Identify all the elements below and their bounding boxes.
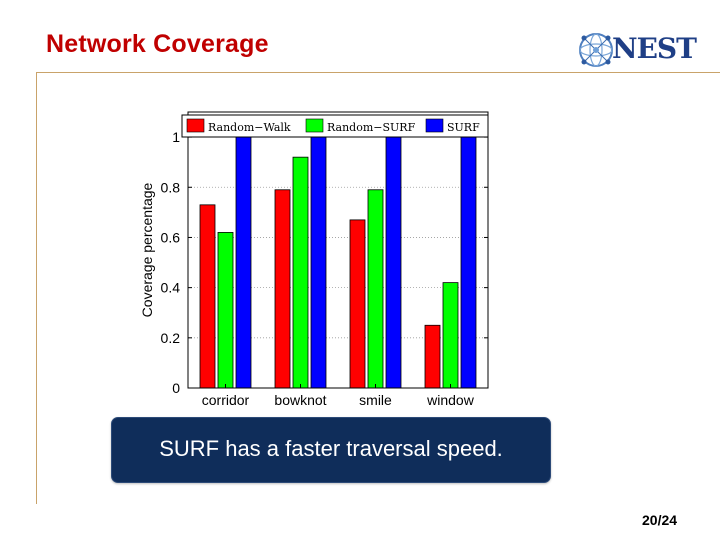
bar-smile-0 [349, 219, 366, 389]
y-axis-label: Coverage percentage [139, 182, 155, 317]
x-tick-label: bowknot [274, 392, 326, 408]
bar-window-2 [460, 136, 477, 389]
x-tick-label: smile [359, 392, 392, 408]
y-tick-label: 1 [172, 129, 180, 145]
network-globe-icon [579, 33, 613, 67]
bar-bowknot-2 [310, 136, 327, 389]
y-tick-label: 0.6 [161, 229, 181, 245]
plot-frame [187, 111, 489, 389]
page-number: 20/24 [642, 512, 678, 528]
left-divider [36, 72, 37, 504]
x-tick-label: corridor [202, 392, 250, 408]
legend-label-0: Random−Walk [208, 121, 291, 134]
y-tick-label: 0 [172, 380, 180, 396]
bar-window-1 [442, 282, 459, 389]
callout-text: SURF has a faster traversal speed. [159, 436, 503, 461]
bar-bowknot-0 [274, 189, 291, 389]
logo-text: NEST [612, 32, 697, 65]
callout-box: SURF has a faster traversal speed. [111, 417, 551, 483]
nest-logo: NEST [576, 26, 697, 72]
bar-corridor-1 [217, 232, 234, 389]
legend-box [181, 114, 489, 138]
header-divider [36, 72, 720, 73]
legend-label-2: SURF [447, 121, 480, 134]
bar-corridor-2 [235, 136, 252, 389]
y-tick-label: 0.2 [161, 330, 181, 346]
bar-bowknot-1 [292, 156, 309, 389]
legend-swatch-1 [305, 118, 324, 133]
bar-smile-2 [385, 136, 402, 389]
x-tick-label: window [426, 392, 475, 408]
y-tick-label: 0.4 [161, 280, 181, 296]
legend-label-1: Random−SURF [327, 121, 416, 134]
legend-swatch-0 [186, 118, 205, 133]
y-tick-label: 0.8 [161, 179, 181, 195]
bar-corridor-0 [199, 204, 216, 389]
legend-swatch-2 [425, 118, 444, 133]
bar-window-0 [424, 324, 441, 389]
bar-smile-1 [367, 189, 384, 389]
slide-title: Network Coverage [46, 30, 269, 58]
